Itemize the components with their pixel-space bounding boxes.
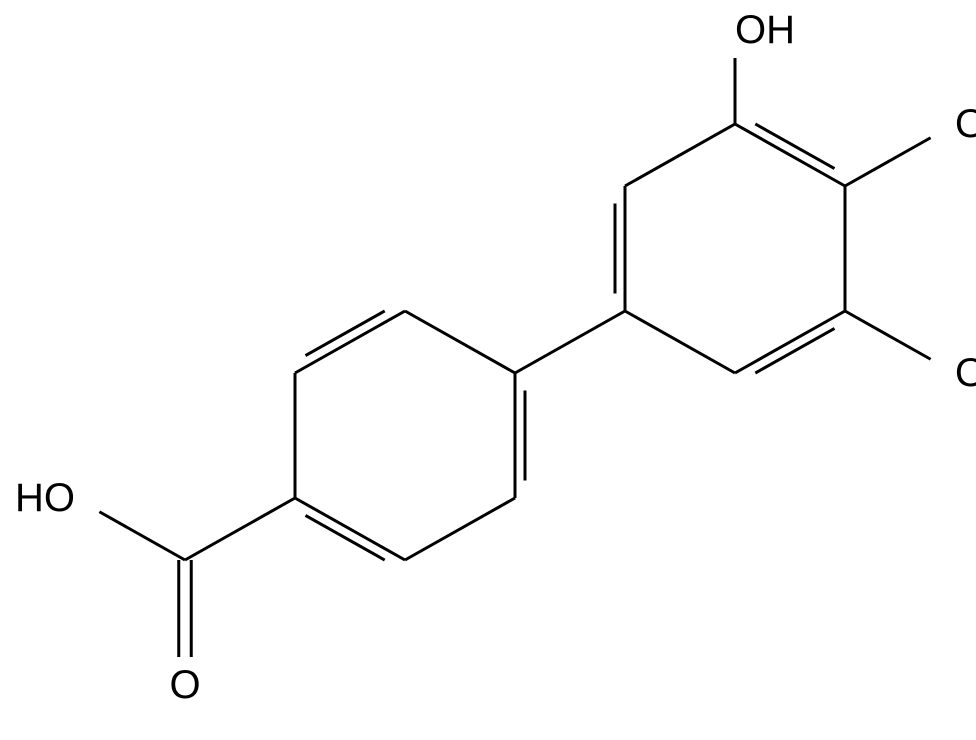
atom-label-oh4: OH — [955, 102, 976, 146]
atom-label-o_dbl: O — [169, 663, 200, 707]
molecular-structure: O HO OH OH OH — [0, 0, 976, 740]
atom-label-oh5: OH — [735, 8, 795, 52]
atom-label-o_ho: HO — [15, 476, 75, 520]
atom-label-oh3: OH — [955, 351, 976, 395]
